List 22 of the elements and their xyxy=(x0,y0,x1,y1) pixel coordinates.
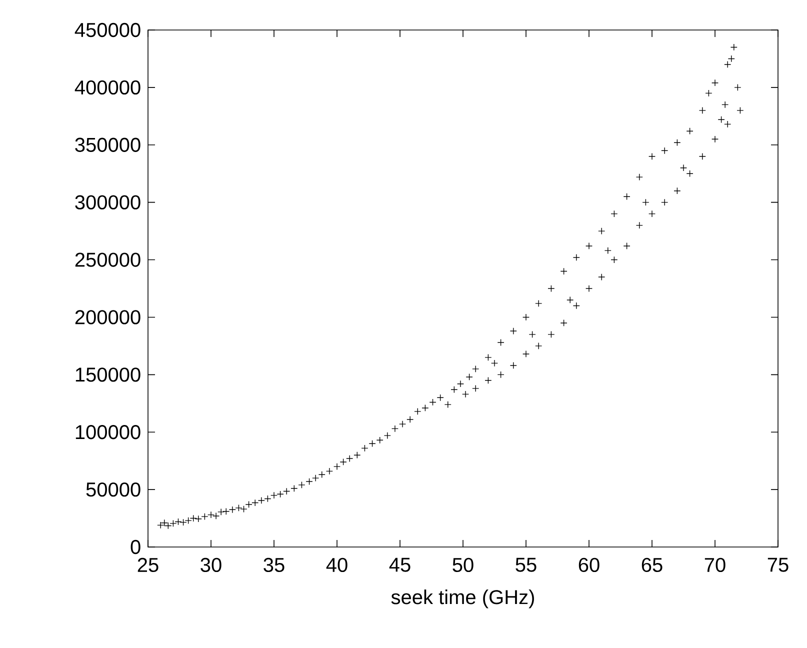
y-tick-label: 50000 xyxy=(86,482,140,497)
x-axis-title: seek time (GHz) xyxy=(391,590,534,608)
y-tick-label: 350000 xyxy=(75,138,140,152)
x-tick-label: 30 xyxy=(200,558,222,572)
x-tick-label: 60 xyxy=(578,558,600,572)
x-tick-label: 40 xyxy=(326,558,348,572)
y-tick-label: 200000 xyxy=(75,310,140,324)
x-tick-label: 50 xyxy=(452,558,474,572)
y-tick-label: 250000 xyxy=(75,252,140,267)
y-tick-label: 450000 xyxy=(74,22,140,38)
x-tick-label: 55 xyxy=(516,558,536,572)
y-tick-label: 0 xyxy=(130,540,140,554)
y-tick-label: 400000 xyxy=(74,80,140,95)
x-tick-label: 45 xyxy=(389,558,410,572)
y-tick-label: 100000 xyxy=(76,425,140,440)
y-tick-label: 300000 xyxy=(75,195,140,210)
x-tick-label: 25 xyxy=(138,558,158,572)
x-tick-label: 70 xyxy=(704,558,726,572)
x-tick-label: 65 xyxy=(642,558,662,572)
y-tick-label: 150000 xyxy=(76,368,140,382)
x-tick-label: 35 xyxy=(264,558,284,572)
x-tick-label: 75 xyxy=(768,558,788,572)
